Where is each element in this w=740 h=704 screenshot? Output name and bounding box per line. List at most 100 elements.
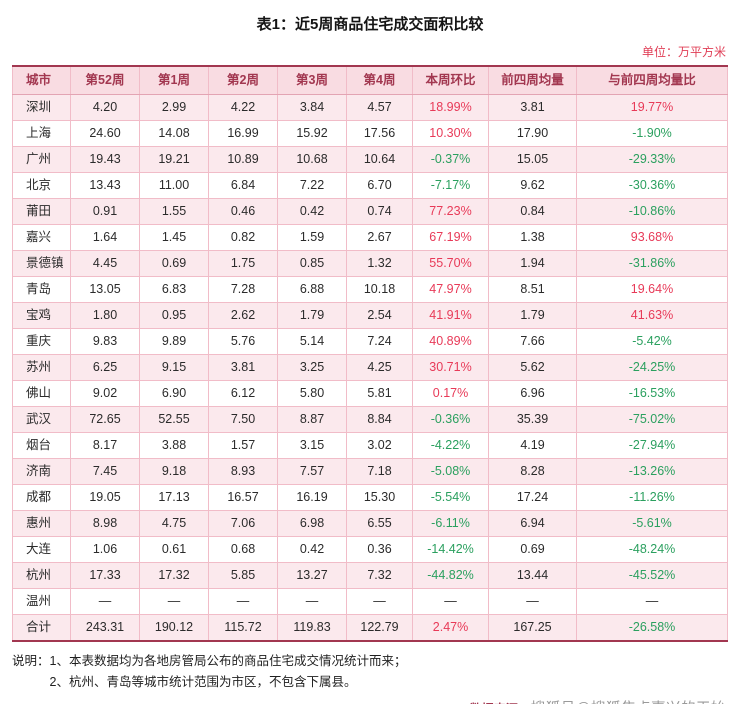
value-cell: 119.83 xyxy=(277,614,347,642)
value-cell: 0.61 xyxy=(139,536,209,563)
value-cell: 5.80 xyxy=(277,380,347,407)
value-cell: 6.25 xyxy=(70,354,140,381)
value-cell: 6.84 xyxy=(208,172,278,199)
table-row: 深圳 4.20 2.99 4.22 3.84 4.57 18.99% 3.81 19.77% xyxy=(12,94,728,121)
table-title: 表1：近5周商品住宅成交面积比较 xyxy=(256,16,484,33)
value-cell: 0.46 xyxy=(208,198,278,225)
value-cell: — xyxy=(412,588,489,615)
header-row: 城市 第52周 第1周 第2周 第3周 第4周 本周环比 前四周均量 与前四周均量比 xyxy=(12,65,728,95)
value-cell: — xyxy=(70,588,140,615)
value-cell: — xyxy=(139,588,209,615)
value-cell: 41.91% xyxy=(412,302,489,329)
value-cell: -30.36% xyxy=(576,172,728,199)
value-cell: 0.69 xyxy=(139,250,209,277)
value-cell: -4.22% xyxy=(412,432,489,459)
value-cell: -5.54% xyxy=(412,484,489,511)
value-cell: 5.62 xyxy=(488,354,577,381)
value-cell: 15.30 xyxy=(346,484,413,511)
value-cell: -27.94% xyxy=(576,432,728,459)
column-header: 第1周 xyxy=(139,65,209,95)
value-cell: 115.72 xyxy=(208,614,278,642)
table-body: 深圳 4.20 2.99 4.22 3.84 4.57 18.99% 3.81 19.77% 上海… xyxy=(12,94,728,642)
value-cell: 7.32 xyxy=(346,562,413,589)
value-cell: 4.45 xyxy=(70,250,140,277)
city-cell: 惠州 xyxy=(12,510,71,537)
value-cell: -26.58% xyxy=(576,614,728,642)
city-cell: 佛山 xyxy=(12,380,71,407)
value-cell: 0.69 xyxy=(488,536,577,563)
value-cell: — xyxy=(346,588,413,615)
value-cell: 19.64% xyxy=(576,276,728,303)
value-cell: 4.22 xyxy=(208,94,278,121)
city-cell: 烟台 xyxy=(12,432,71,459)
notes-section: 说明： 1、本表数据均为各地房管局公布的商品住宅成交情况统计而来； 2、杭州、青… xyxy=(12,651,728,692)
table-row: 惠州 8.98 4.75 7.06 6.98 6.55 -6.11% 6.94 -5.61% xyxy=(12,510,728,537)
value-cell: 3.81 xyxy=(208,354,278,381)
value-cell: 19.43 xyxy=(70,146,140,173)
table-row: 苏州 6.25 9.15 3.81 3.25 4.25 30.71% 5.62 -24.25% xyxy=(12,354,728,381)
value-cell: 1.94 xyxy=(488,250,577,277)
value-cell: 2.47% xyxy=(412,614,489,642)
value-cell: 243.31 xyxy=(70,614,140,642)
value-cell: -48.24% xyxy=(576,536,728,563)
column-header: 与前四周均量比 xyxy=(576,65,728,95)
value-cell: 1.59 xyxy=(277,224,347,251)
table-row: 嘉兴 1.64 1.45 0.82 1.59 2.67 67.19% 1.38 93.68% xyxy=(12,224,728,251)
value-cell: 5.76 xyxy=(208,328,278,355)
value-cell: 7.28 xyxy=(208,276,278,303)
value-cell: 35.39 xyxy=(488,406,577,433)
value-cell: 9.62 xyxy=(488,172,577,199)
value-cell: 8.98 xyxy=(70,510,140,537)
value-cell: 1.38 xyxy=(488,224,577,251)
table-row: 成都 19.05 17.13 16.57 16.19 15.30 -5.54% 17.24 -1… xyxy=(12,484,728,511)
value-cell: 9.15 xyxy=(139,354,209,381)
value-cell: 4.75 xyxy=(139,510,209,537)
value-cell: 1.79 xyxy=(488,302,577,329)
value-cell: 1.45 xyxy=(139,224,209,251)
value-cell: 16.99 xyxy=(208,120,278,147)
city-cell: 宝鸡 xyxy=(12,302,71,329)
value-cell: 167.25 xyxy=(488,614,577,642)
value-cell: — xyxy=(488,588,577,615)
value-cell: 1.06 xyxy=(70,536,140,563)
value-cell: 6.55 xyxy=(346,510,413,537)
value-cell: 16.57 xyxy=(208,484,278,511)
value-cell: -5.42% xyxy=(576,328,728,355)
value-cell: 77.23% xyxy=(412,198,489,225)
table-row: 佛山 9.02 6.90 6.12 5.80 5.81 0.17% 6.96 -16.53% xyxy=(12,380,728,407)
value-cell: 5.14 xyxy=(277,328,347,355)
value-cell: 10.64 xyxy=(346,146,413,173)
value-cell: 19.77% xyxy=(576,94,728,121)
value-cell: 9.89 xyxy=(139,328,209,355)
value-cell: 8.93 xyxy=(208,458,278,485)
value-cell: -1.90% xyxy=(576,120,728,147)
value-cell: 190.12 xyxy=(139,614,209,642)
city-cell: 重庆 xyxy=(12,328,71,355)
value-cell: 0.42 xyxy=(277,198,347,225)
table-row: 广州 19.43 19.21 10.89 10.68 10.64 -0.37% 15.05 -2… xyxy=(12,146,728,173)
data-source: 数据来源： 搜狐号@搜狐焦点嘉兴的天始 xyxy=(12,697,728,704)
city-cell: 温州 xyxy=(12,588,71,615)
table-row: 莆田 0.91 1.55 0.46 0.42 0.74 77.23% 0.84 -10.86% xyxy=(12,198,728,225)
value-cell: -16.53% xyxy=(576,380,728,407)
table-row: 济南 7.45 9.18 8.93 7.57 7.18 -5.08% 8.28 -13.26% xyxy=(12,458,728,485)
value-cell: 1.32 xyxy=(346,250,413,277)
column-header: 前四周均量 xyxy=(488,65,577,95)
value-cell: 9.02 xyxy=(70,380,140,407)
value-cell: 14.08 xyxy=(139,120,209,147)
table-row: 青岛 13.05 6.83 7.28 6.88 10.18 47.97% 8.51 19.64% xyxy=(12,276,728,303)
value-cell: 17.24 xyxy=(488,484,577,511)
value-cell: 52.55 xyxy=(139,406,209,433)
value-cell: -45.52% xyxy=(576,562,728,589)
value-cell: 5.81 xyxy=(346,380,413,407)
table-row: 重庆 9.83 9.89 5.76 5.14 7.24 40.89% 7.66 -5.42% xyxy=(12,328,728,355)
value-cell: 67.19% xyxy=(412,224,489,251)
value-cell: -7.17% xyxy=(412,172,489,199)
value-cell: 3.25 xyxy=(277,354,347,381)
city-cell: 嘉兴 xyxy=(12,224,71,251)
value-cell: -13.26% xyxy=(576,458,728,485)
note-line-2: 2、杭州、青岛等城市统计范围为市区，不包含下属县。 xyxy=(49,674,357,689)
value-cell: 4.25 xyxy=(346,354,413,381)
city-cell: 上海 xyxy=(12,120,71,147)
